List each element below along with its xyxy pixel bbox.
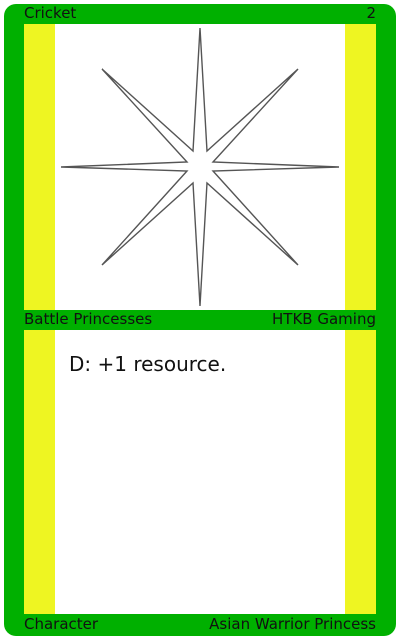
card-cost: 2 bbox=[366, 4, 376, 22]
rules-left-stripe bbox=[24, 330, 55, 614]
art-left-stripe bbox=[24, 24, 55, 310]
rules-panel: D: +1 resource. bbox=[24, 330, 376, 614]
card-type: Character bbox=[24, 615, 99, 633]
rules-text: D: +1 resource. bbox=[69, 352, 227, 376]
card-name: Cricket bbox=[24, 4, 77, 22]
rules-right-stripe bbox=[345, 330, 376, 614]
eight-point-star-icon bbox=[60, 27, 340, 307]
card-subtype: Asian Warrior Princess bbox=[209, 615, 376, 633]
publisher: HTKB Gaming bbox=[272, 310, 376, 328]
set-name: Battle Princesses bbox=[24, 310, 153, 328]
art-panel bbox=[24, 24, 376, 310]
art-right-stripe bbox=[345, 24, 376, 310]
